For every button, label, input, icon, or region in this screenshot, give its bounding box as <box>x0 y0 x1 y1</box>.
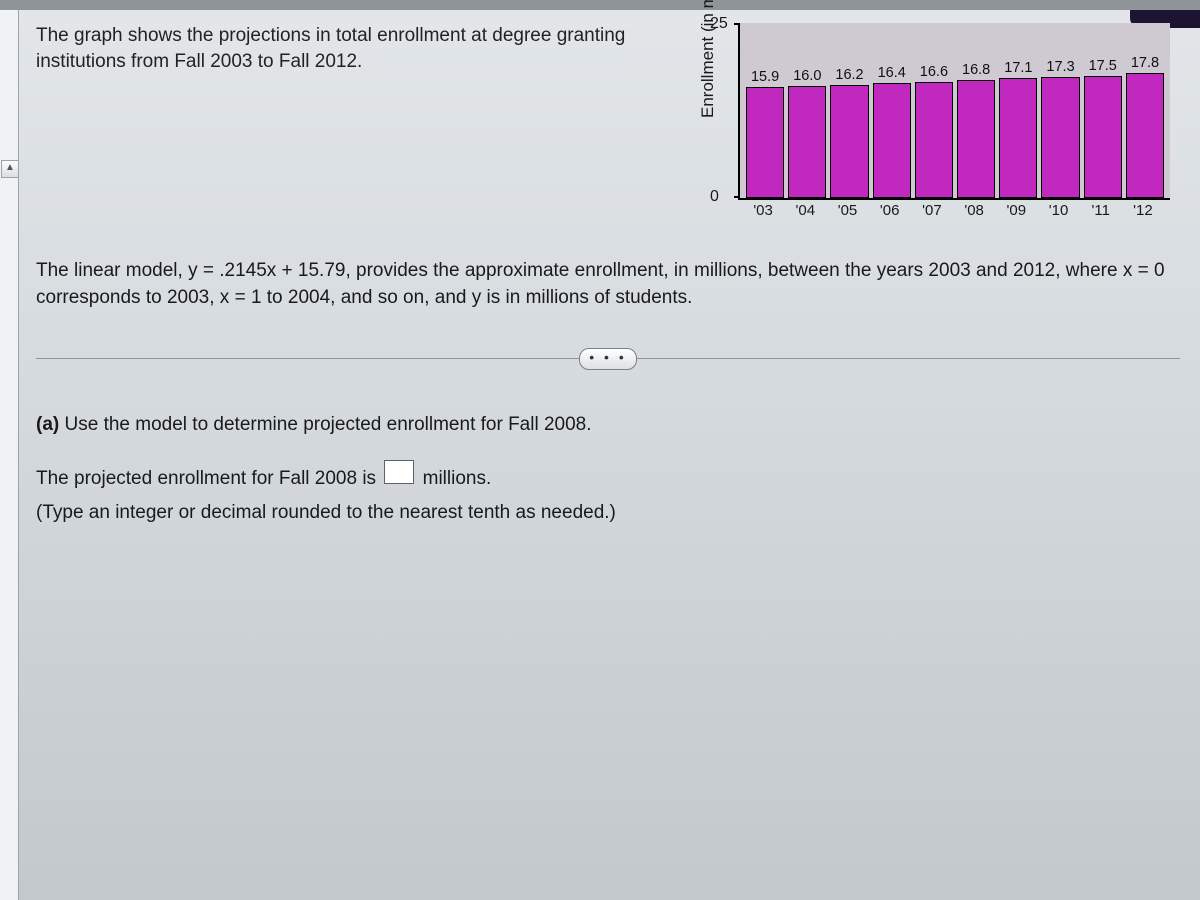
x-tick-label: '05 <box>828 202 866 219</box>
content-area: The graph shows the projections in total… <box>36 18 1180 880</box>
bar-rect <box>1084 76 1122 199</box>
bar-09: 17.1 <box>999 23 1037 198</box>
bar-value-label: 17.3 <box>1046 59 1074 75</box>
x-tick-label: '08 <box>955 202 993 219</box>
y-tick-25: 25 <box>710 15 728 33</box>
chart-plot-area: 25 0 15.916.016.216.416.616.817.117.317.… <box>738 23 1170 200</box>
bar-rect <box>788 86 826 198</box>
answer-hint: (Type an integer or decimal rounded to t… <box>36 496 1180 530</box>
question-block: (a) Use the model to determine projected… <box>36 408 1180 531</box>
bar-value-label: 17.5 <box>1089 58 1117 74</box>
model-description: The linear model, y = .2145x + 15.79, pr… <box>36 258 1180 311</box>
expand-button[interactable]: • • • <box>579 348 637 370</box>
answer-line: The projected enrollment for Fall 2008 i… <box>36 460 1180 496</box>
bar-rect <box>957 80 995 198</box>
question-prompt-line: (a) Use the model to determine projected… <box>36 408 1180 442</box>
bar-value-label: 16.4 <box>878 65 906 81</box>
bar-08: 16.8 <box>957 23 995 198</box>
x-tick-label: '10 <box>1039 202 1077 219</box>
left-scroll-track: ▲ <box>0 10 19 900</box>
answer-prefix: The projected enrollment for Fall 2008 i… <box>36 468 381 489</box>
x-axis-labels: '03'04'05 '06'07'08'09'10 '11'12 <box>738 202 1168 219</box>
bar-12: 17.8 <box>1126 23 1164 198</box>
bar-value-label: 17.1 <box>1004 60 1032 76</box>
x-tick-label: '11 <box>1082 202 1120 219</box>
bar-10: 17.3 <box>1041 23 1079 198</box>
x-tick-label: '04 <box>786 202 824 219</box>
scroll-up-button[interactable]: ▲ <box>1 160 19 178</box>
bar-value-label: 16.0 <box>793 68 821 84</box>
answer-suffix: millions. <box>423 468 492 489</box>
bar-rect <box>873 83 911 198</box>
bar-value-label: 16.2 <box>835 67 863 83</box>
bar-rect <box>1041 77 1079 198</box>
bar-value-label: 16.6 <box>920 64 948 80</box>
bar-value-label: 17.8 <box>1131 55 1159 71</box>
bar-rect <box>915 82 953 198</box>
bar-03: 15.9 <box>746 23 784 198</box>
x-tick-label: '09 <box>997 202 1035 219</box>
x-tick-label: '06 <box>871 202 909 219</box>
bar-rect <box>999 78 1037 198</box>
bar-value-label: 15.9 <box>751 69 779 85</box>
bar-04: 16.0 <box>788 23 826 198</box>
problem-panel: ▲ The graph shows the projections in tot… <box>0 0 1200 900</box>
enrollment-chart: Enrollment (in millions) 25 0 15.916.016… <box>706 18 1176 228</box>
intro-text: The graph shows the projections in total… <box>36 23 646 74</box>
bars-container: 15.9 16.0 16.2 16.4 16.6 16.8 17.1 17.3 17.5 17.8 <box>740 23 1170 198</box>
bar-11: 17.5 <box>1084 23 1122 198</box>
question-prompt: Use the model to determine projected enr… <box>65 414 592 435</box>
bar-rect <box>746 87 784 198</box>
bar-value-label: 16.8 <box>962 62 990 78</box>
answer-input[interactable] <box>384 460 414 484</box>
bar-rect <box>830 85 868 198</box>
bar-05: 16.2 <box>830 23 868 198</box>
x-tick-label: '03 <box>744 202 782 219</box>
bar-07: 16.6 <box>915 23 953 198</box>
x-tick-label: '07 <box>913 202 951 219</box>
question-label: (a) <box>36 414 59 435</box>
bar-06: 16.4 <box>873 23 911 198</box>
x-tick-label: '12 <box>1124 202 1162 219</box>
bar-rect <box>1126 73 1164 198</box>
y-tick-0: 0 <box>710 188 719 206</box>
